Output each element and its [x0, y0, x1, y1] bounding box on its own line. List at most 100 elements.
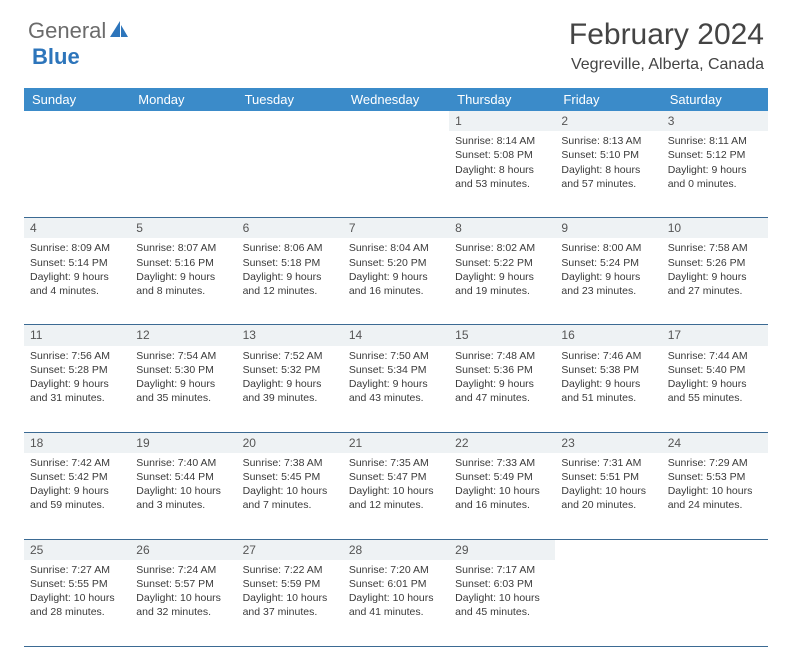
day-number: 15: [455, 328, 468, 342]
daylight-text-2: and 0 minutes.: [668, 177, 762, 191]
day-cell: Sunrise: 8:09 AMSunset: 5:14 PMDaylight:…: [24, 238, 130, 324]
sunrise-text: Sunrise: 7:52 AM: [243, 349, 337, 363]
day-number-cell: [24, 111, 130, 131]
day-cell: Sunrise: 7:44 AMSunset: 5:40 PMDaylight:…: [662, 346, 768, 432]
day-number: 1: [455, 114, 462, 128]
daylight-text-1: Daylight: 9 hours: [455, 270, 549, 284]
sunrise-text: Sunrise: 8:06 AM: [243, 241, 337, 255]
daylight-text-1: Daylight: 10 hours: [136, 484, 230, 498]
sunrise-text: Sunrise: 7:35 AM: [349, 456, 443, 470]
weekday-header-cell: Sunday: [24, 88, 130, 111]
sunrise-text: Sunrise: 8:07 AM: [136, 241, 230, 255]
sunset-text: Sunset: 5:38 PM: [561, 363, 655, 377]
daylight-text-2: and 35 minutes.: [136, 391, 230, 405]
weekday-header-cell: Monday: [130, 88, 236, 111]
day-number: 17: [668, 328, 681, 342]
day-number: 5: [136, 221, 143, 235]
sunrise-text: Sunrise: 7:50 AM: [349, 349, 443, 363]
sunrise-text: Sunrise: 7:58 AM: [668, 241, 762, 255]
sunrise-text: Sunrise: 7:24 AM: [136, 563, 230, 577]
daylight-text-1: Daylight: 10 hours: [136, 591, 230, 605]
brand-word-2: Blue: [32, 44, 80, 69]
sunset-text: Sunset: 5:36 PM: [455, 363, 549, 377]
sunrise-text: Sunrise: 7:40 AM: [136, 456, 230, 470]
day-number-cell: 10: [662, 218, 768, 238]
sunrise-text: Sunrise: 8:11 AM: [668, 134, 762, 148]
title-block: February 2024 Vegreville, Alberta, Canad…: [569, 18, 764, 74]
day-number-cell: 9: [555, 218, 661, 238]
day-number-cell: 27: [237, 540, 343, 560]
daylight-text-2: and 55 minutes.: [668, 391, 762, 405]
weekday-header-cell: Tuesday: [237, 88, 343, 111]
day-number: 19: [136, 436, 149, 450]
daylight-text-2: and 3 minutes.: [136, 498, 230, 512]
day-number-cell: 29: [449, 540, 555, 560]
day-cell: Sunrise: 7:27 AMSunset: 5:55 PMDaylight:…: [24, 560, 130, 646]
day-cell: Sunrise: 7:54 AMSunset: 5:30 PMDaylight:…: [130, 346, 236, 432]
sunrise-text: Sunrise: 7:54 AM: [136, 349, 230, 363]
sunrise-text: Sunrise: 8:14 AM: [455, 134, 549, 148]
daylight-text-2: and 39 minutes.: [243, 391, 337, 405]
daylight-text-2: and 7 minutes.: [243, 498, 337, 512]
daylight-text-2: and 41 minutes.: [349, 605, 443, 619]
day-number-cell: 8: [449, 218, 555, 238]
daylight-text-2: and 12 minutes.: [243, 284, 337, 298]
daylight-text-1: Daylight: 9 hours: [136, 270, 230, 284]
weeks-container: 1 23 Sunrise: 8:14 AMSunset: 5:08 PM Daylig…: [24, 111, 768, 647]
daylight-text-1: Daylight: 10 hours: [455, 591, 549, 605]
sunset-text: Sunset: 5:24 PM: [561, 256, 655, 270]
day-cell: [662, 560, 768, 646]
day-number-cell: 17: [662, 325, 768, 345]
weekday-header-cell: Wednesday: [343, 88, 449, 111]
day-number-cell: 19: [130, 433, 236, 453]
sunset-text: Sunset: 6:03 PM: [455, 577, 549, 591]
daylight-text-1: Daylight: 9 hours: [668, 377, 762, 391]
brand-logo: General: [28, 18, 132, 44]
day-cell: Sunrise: 7:50 AMSunset: 5:34 PMDaylight:…: [343, 346, 449, 432]
day-number: 14: [349, 328, 362, 342]
day-cell: Sunrise: 7:31 AMSunset: 5:51 PMDaylight:…: [555, 453, 661, 539]
day-number-cell: [343, 111, 449, 131]
daylight-text-1: Daylight: 10 hours: [243, 591, 337, 605]
sunset-text: Sunset: 5:08 PM: [455, 148, 549, 162]
sunrise-text: Sunrise: 7:27 AM: [30, 563, 124, 577]
daylight-text-2: and 59 minutes.: [30, 498, 124, 512]
day-cell: Sunrise: 8:06 AMSunset: 5:18 PMDaylight:…: [237, 238, 343, 324]
day-number-cell: 21: [343, 433, 449, 453]
day-number: 29: [455, 543, 468, 557]
sunrise-text: Sunrise: 7:31 AM: [561, 456, 655, 470]
day-number: 9: [561, 221, 568, 235]
day-cell: [555, 560, 661, 646]
daylight-text-2: and 51 minutes.: [561, 391, 655, 405]
day-number: 25: [30, 543, 43, 557]
day-number-cell: [662, 540, 768, 560]
day-number-cell: 2: [555, 111, 661, 131]
day-cell: Sunrise: 7:46 AMSunset: 5:38 PMDaylight:…: [555, 346, 661, 432]
daylight-text-2: and 8 minutes.: [136, 284, 230, 298]
daylight-text-2: and 32 minutes.: [136, 605, 230, 619]
day-number: 3: [668, 114, 675, 128]
daylight-text-1: Daylight: 9 hours: [136, 377, 230, 391]
sunrise-text: Sunrise: 8:04 AM: [349, 241, 443, 255]
day-number-cell: [237, 111, 343, 131]
day-cell: [343, 131, 449, 217]
sunset-text: Sunset: 5:14 PM: [30, 256, 124, 270]
sunrise-text: Sunrise: 7:33 AM: [455, 456, 549, 470]
daylight-text-2: and 23 minutes.: [561, 284, 655, 298]
sunset-text: Sunset: 5:28 PM: [30, 363, 124, 377]
sunrise-text: Sunrise: 8:02 AM: [455, 241, 549, 255]
sunset-text: Sunset: 5:53 PM: [668, 470, 762, 484]
day-cell: Sunrise: 7:56 AMSunset: 5:28 PMDaylight:…: [24, 346, 130, 432]
daylight-text-1: Daylight: 9 hours: [30, 377, 124, 391]
sunset-text: Sunset: 5:45 PM: [243, 470, 337, 484]
day-number-cell: [555, 540, 661, 560]
sail-icon: [108, 19, 130, 44]
day-number: 10: [668, 221, 681, 235]
day-number: 27: [243, 543, 256, 557]
weekday-header-cell: Saturday: [662, 88, 768, 111]
daylight-text-1: Daylight: 9 hours: [455, 377, 549, 391]
sunrise-text: Sunrise: 7:48 AM: [455, 349, 549, 363]
daylight-text-1: Daylight: 9 hours: [561, 270, 655, 284]
daylight-text-1: Daylight: 9 hours: [668, 270, 762, 284]
daylight-text-2: and 12 minutes.: [349, 498, 443, 512]
